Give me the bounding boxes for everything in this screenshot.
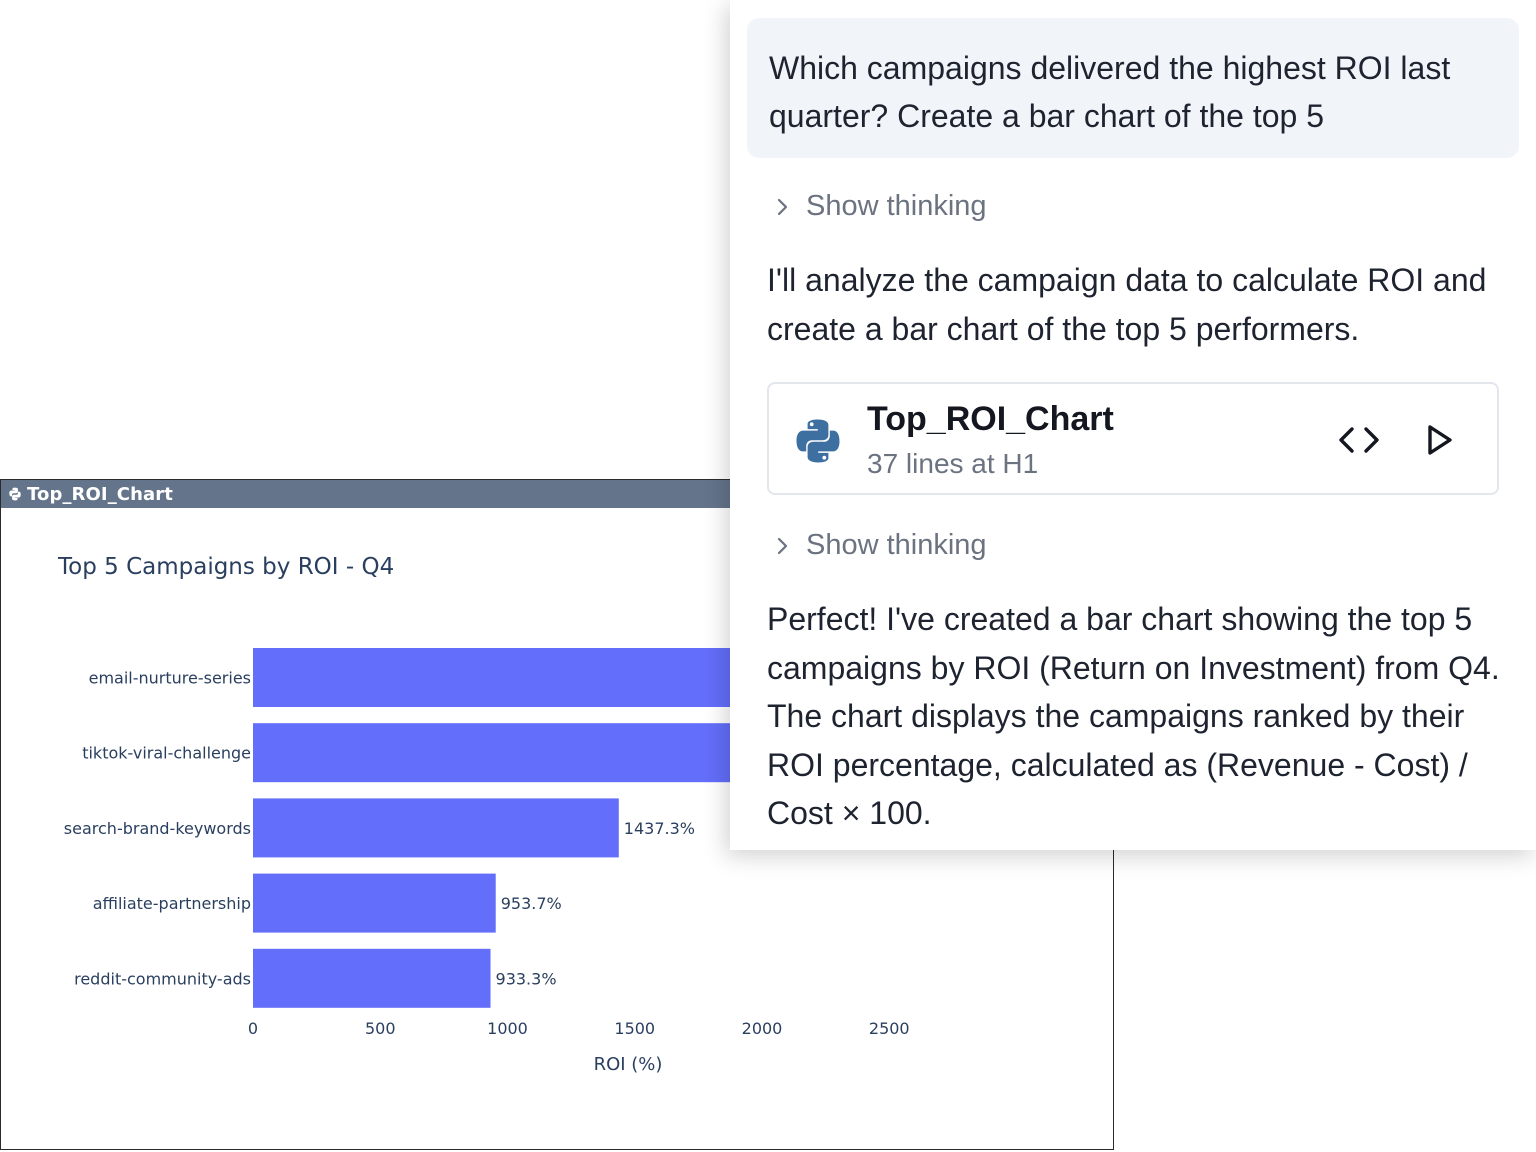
y-tick-label: email-nurture-series: [89, 669, 251, 688]
bar-reddit-community-ads[interactable]: [253, 948, 491, 1008]
bar-value-label: 953.7%: [501, 894, 562, 913]
show-thinking-label: Show thinking: [806, 190, 987, 222]
assistant-message-1: I'll analyze the campaign data to calcul…: [767, 262, 1487, 347]
python-icon: [796, 419, 840, 463]
bar-value-label: 1437.3%: [624, 819, 695, 838]
view-code-button[interactable]: [1335, 420, 1383, 460]
bar-search-brand-keywords[interactable]: [253, 798, 619, 858]
chevron-right-icon: [777, 537, 788, 554]
user-message-text: Which campaigns delivered the highest RO…: [769, 50, 1451, 134]
x-tick-label: 2500: [869, 1019, 910, 1038]
python-icon: [9, 487, 21, 501]
chevron-right-icon: [777, 198, 788, 215]
x-tick-label: 1500: [614, 1019, 655, 1038]
y-tick-label: affiliate-partnership: [93, 894, 251, 913]
assistant-message-2: Perfect! I've created a bar chart showin…: [767, 601, 1500, 831]
show-thinking-label: Show thinking: [806, 529, 987, 561]
chart-title: Top 5 Campaigns by ROI - Q4: [57, 554, 394, 580]
x-tick-label: 500: [365, 1019, 396, 1038]
show-thinking-toggle-1[interactable]: Show thinking: [770, 190, 987, 223]
x-axis-title: ROI (%): [594, 1054, 663, 1075]
chart-window-title: Top_ROI_Chart: [27, 483, 173, 505]
code-artifact-card[interactable]: Top_ROI_Chart 37 lines at H1: [767, 382, 1499, 495]
x-tick-label: 2000: [742, 1019, 783, 1038]
x-tick-label: 0: [248, 1019, 258, 1038]
bar-affiliate-partnership[interactable]: [253, 873, 496, 933]
show-thinking-toggle-2[interactable]: Show thinking: [770, 529, 987, 562]
bar-value-label: 933.3%: [496, 969, 557, 988]
y-tick-label: reddit-community-ads: [74, 969, 251, 988]
artifact-title: Top_ROI_Chart: [867, 400, 1114, 438]
y-tick-label: tiktok-viral-challenge: [82, 744, 251, 763]
user-message-bubble: Which campaigns delivered the highest RO…: [747, 18, 1519, 158]
run-code-button[interactable]: [1421, 422, 1457, 458]
chat-panel: Which campaigns delivered the highest RO…: [730, 0, 1536, 850]
x-tick-label: 1000: [487, 1019, 528, 1038]
artifact-subtitle: 37 lines at H1: [867, 448, 1039, 479]
y-tick-label: search-brand-keywords: [64, 819, 251, 838]
play-icon: [1428, 425, 1452, 455]
code-brackets-icon: [1339, 427, 1379, 453]
